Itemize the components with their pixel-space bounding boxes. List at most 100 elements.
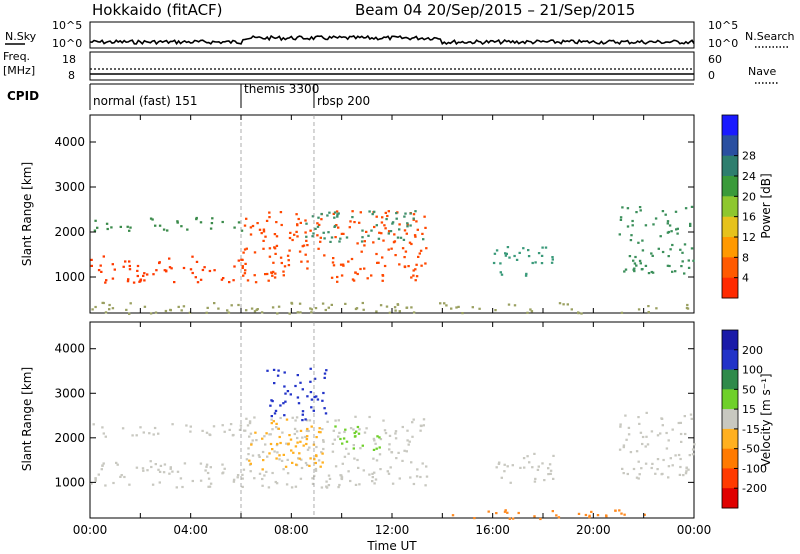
data-cell bbox=[641, 442, 644, 446]
beam-date-range: Beam 04 20/Sep/2015 – 21/Sep/2015 bbox=[355, 1, 635, 19]
cpid-mode-label: themis 3300 bbox=[244, 82, 319, 96]
data-cell bbox=[422, 418, 426, 421]
data-cell bbox=[112, 481, 115, 485]
data-cell bbox=[217, 307, 220, 310]
data-cell bbox=[286, 254, 290, 257]
data-cell bbox=[637, 477, 640, 480]
data-cell bbox=[157, 468, 160, 471]
data-cell bbox=[326, 420, 329, 423]
plot-frame bbox=[89, 321, 695, 519]
data-cell bbox=[412, 218, 415, 221]
data-cell bbox=[493, 252, 497, 255]
data-cell bbox=[342, 437, 346, 440]
data-cell bbox=[207, 477, 211, 480]
data-cell bbox=[223, 467, 226, 470]
data-cell bbox=[624, 414, 627, 417]
data-cell bbox=[279, 211, 283, 214]
data-cell bbox=[397, 451, 400, 454]
data-cell bbox=[285, 442, 288, 445]
data-cell bbox=[242, 274, 245, 277]
data-cell bbox=[288, 434, 291, 437]
data-cell bbox=[667, 476, 670, 479]
data-cell bbox=[181, 485, 184, 489]
data-cell bbox=[329, 240, 332, 243]
data-cell bbox=[142, 469, 145, 472]
data-cell bbox=[623, 513, 626, 516]
data-cell bbox=[398, 477, 401, 480]
data-cell bbox=[306, 435, 309, 438]
data-cell bbox=[506, 465, 509, 468]
data-cell bbox=[391, 221, 395, 224]
data-cell bbox=[352, 447, 355, 450]
data-cell bbox=[209, 482, 213, 485]
data-cell bbox=[420, 264, 423, 267]
data-cell bbox=[300, 466, 304, 470]
colorbar-swatch bbox=[722, 448, 738, 469]
colorbar-swatch bbox=[722, 330, 738, 351]
data-cell bbox=[275, 235, 279, 238]
data-cell bbox=[388, 443, 391, 446]
data-cell bbox=[271, 274, 274, 277]
data-cell bbox=[210, 222, 214, 225]
data-cell bbox=[405, 306, 409, 309]
data-cell bbox=[422, 238, 425, 241]
data-cell bbox=[411, 435, 414, 438]
data-cell bbox=[276, 312, 279, 315]
data-cell bbox=[665, 447, 669, 450]
data-cell bbox=[385, 218, 388, 221]
data-cell bbox=[622, 472, 625, 475]
data-cell bbox=[684, 432, 687, 436]
data-cell bbox=[409, 224, 412, 227]
data-cell bbox=[106, 227, 109, 231]
data-cell bbox=[326, 214, 329, 217]
data-cell bbox=[261, 477, 264, 481]
data-cell bbox=[270, 415, 273, 418]
x-tick-label: 04:00 bbox=[173, 523, 208, 537]
nave-axis-top: 60 bbox=[708, 53, 722, 66]
colorbar-swatch bbox=[722, 369, 738, 390]
data-cell bbox=[644, 224, 648, 227]
data-cell bbox=[410, 461, 413, 464]
colorbar-swatch bbox=[722, 468, 738, 489]
data-cell bbox=[292, 451, 295, 454]
data-cell bbox=[414, 235, 417, 238]
data-cell bbox=[268, 452, 271, 455]
data-cell bbox=[528, 461, 531, 464]
data-cell bbox=[154, 311, 158, 314]
data-cell bbox=[315, 395, 318, 398]
data-cell bbox=[343, 455, 347, 458]
data-cell bbox=[370, 274, 373, 277]
data-cell bbox=[296, 235, 299, 238]
data-cell bbox=[634, 255, 637, 259]
data-cell bbox=[359, 211, 362, 214]
data-cell bbox=[316, 234, 319, 237]
data-cell bbox=[294, 485, 298, 488]
data-cell bbox=[248, 435, 251, 438]
data-cell bbox=[323, 254, 326, 257]
data-cell bbox=[327, 306, 330, 309]
data-cell bbox=[249, 462, 252, 465]
data-cell bbox=[295, 213, 298, 216]
data-cell bbox=[288, 249, 291, 252]
data-cell bbox=[101, 426, 104, 429]
data-cell bbox=[304, 435, 307, 438]
data-cell bbox=[373, 210, 376, 213]
data-cell bbox=[299, 381, 302, 384]
data-cell bbox=[401, 247, 405, 250]
data-cell bbox=[305, 239, 308, 242]
data-cell bbox=[283, 371, 286, 374]
data-cell bbox=[256, 308, 259, 311]
data-cell bbox=[401, 459, 404, 462]
data-cell bbox=[168, 257, 171, 260]
data-cell bbox=[153, 426, 157, 430]
data-cell bbox=[620, 311, 624, 314]
data-cell bbox=[164, 309, 168, 313]
data-cell bbox=[322, 447, 325, 451]
data-cell bbox=[247, 453, 250, 456]
data-cell bbox=[378, 436, 381, 439]
data-cell bbox=[322, 231, 325, 234]
colorbar-tick-label: 200 bbox=[742, 344, 763, 357]
data-cell bbox=[275, 244, 279, 247]
data-cell bbox=[398, 310, 401, 313]
